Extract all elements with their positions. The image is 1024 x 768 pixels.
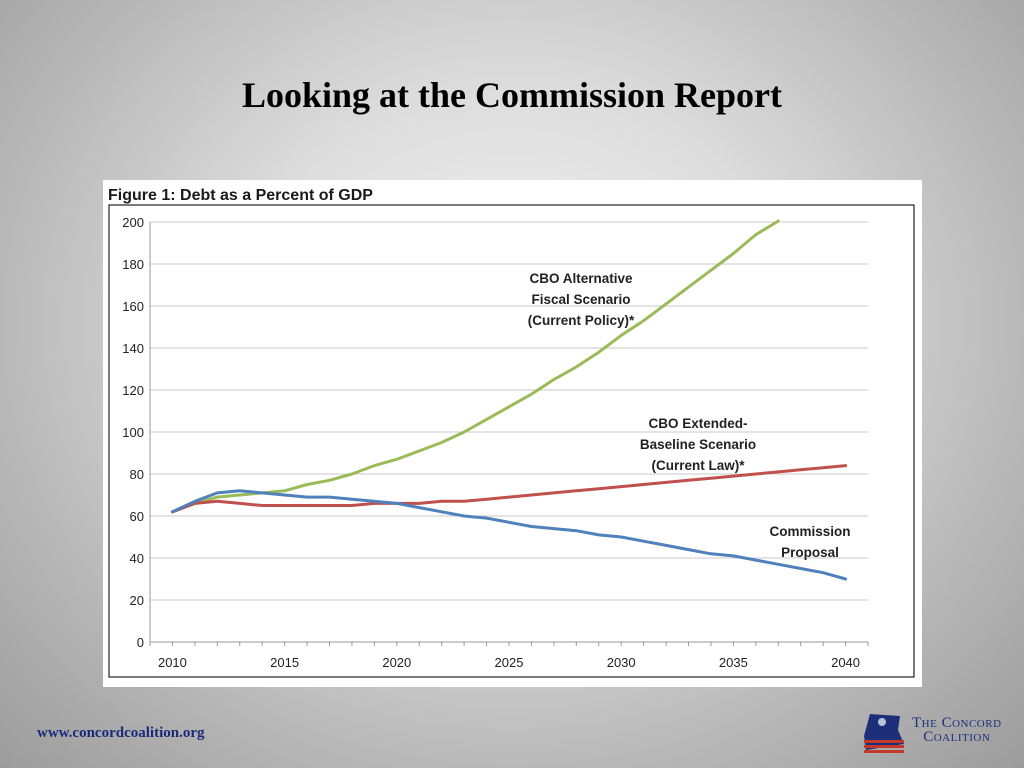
slide-title: Looking at the Commission Report <box>241 75 783 115</box>
y-tick-label: 200 <box>122 215 144 230</box>
series-label: Fiscal Scenario <box>531 292 630 307</box>
series-label: Proposal <box>781 545 839 560</box>
footer-url[interactable]: www.concordcoalition.org <box>37 725 205 741</box>
y-tick-label: 40 <box>130 551 144 566</box>
series-line-commission-proposal <box>170 489 848 581</box>
chart-frame <box>108 204 915 678</box>
series-label: (Current Law)* <box>651 458 745 473</box>
y-tick-label: 140 <box>122 341 144 356</box>
minuteman-flag-icon <box>864 714 904 753</box>
series-label: CBO Alternative <box>529 271 633 286</box>
y-tick-label: 100 <box>122 425 144 440</box>
logo-text: The Concord Coalition <box>912 715 1002 745</box>
series-line-cbo-extended-baseline-scenario-current-law <box>170 464 848 514</box>
series-label: Commission <box>769 524 850 539</box>
x-tick-label: 2035 <box>719 655 748 670</box>
logo-line-1: The Concord <box>912 715 1002 731</box>
y-tick-label: 60 <box>130 509 144 524</box>
x-tick-label: 2030 <box>607 655 636 670</box>
series-label: Baseline Scenario <box>640 437 756 452</box>
y-tick-label: 20 <box>130 593 144 608</box>
x-tick-label: 2010 <box>158 655 187 670</box>
chart-title: Figure 1: Debt as a Percent of GDP <box>108 187 373 204</box>
y-tick-label: 180 <box>122 257 144 272</box>
y-tick-label: 80 <box>130 467 144 482</box>
x-tick-label: 2040 <box>831 655 860 670</box>
series-line-cbo-alternative-fiscal-scenario-current-policy <box>170 219 780 514</box>
x-tick-label: 2015 <box>270 655 299 670</box>
logo-line-2: Coalition <box>923 729 991 745</box>
concord-coalition-logo: The Concord Coalition <box>860 710 1020 756</box>
y-tick-label: 160 <box>122 299 144 314</box>
y-tick-label: 120 <box>122 383 144 398</box>
x-tick-label: 2020 <box>382 655 411 670</box>
debt-chart: Figure 1: Debt as a Percent of GDP020406… <box>108 187 915 678</box>
series-label: CBO Extended- <box>648 416 747 431</box>
series-label: (Current Policy)* <box>528 313 635 328</box>
x-tick-label: 2025 <box>495 655 524 670</box>
chart-figure: Figure 1: Debt as a Percent of GDP 0 20 40 6… <box>103 180 922 687</box>
y-tick-label: 0 <box>137 635 144 650</box>
